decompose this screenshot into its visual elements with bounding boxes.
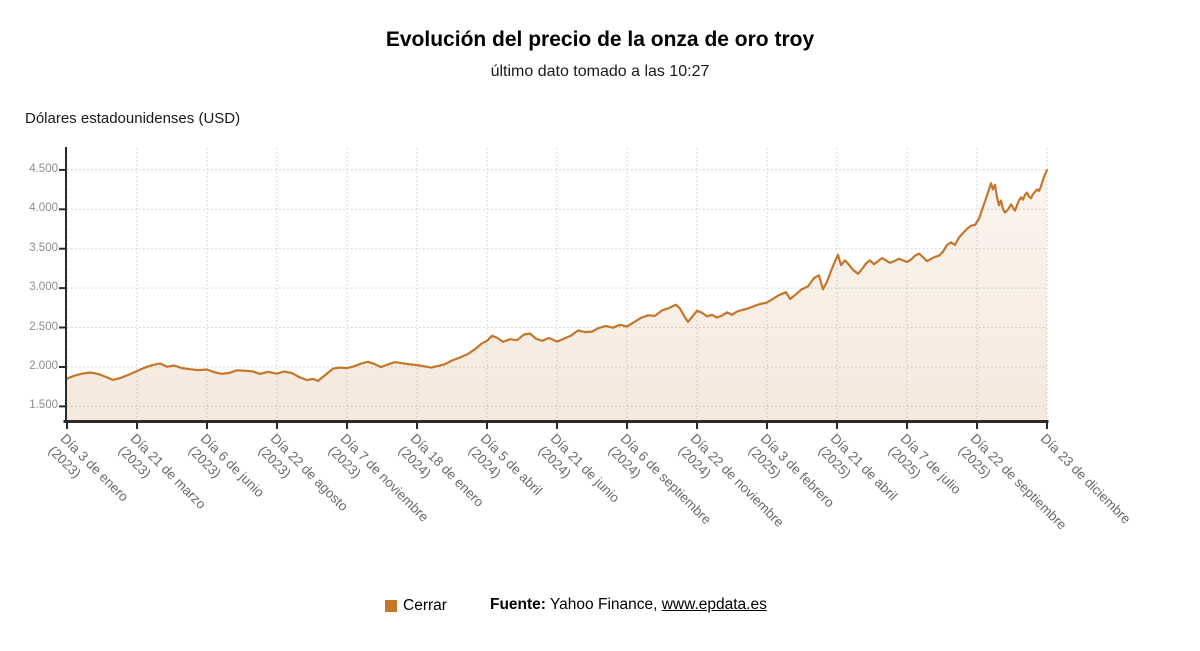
legend-label: Cerrar [403,597,447,614]
y-tick-label: 2.000 [29,359,58,372]
source-label: Fuente: [490,596,546,613]
y-tick-label: 2.500 [29,320,58,333]
y-tick-label: 3.000 [29,281,58,294]
y-tick-label: 3.500 [29,241,58,254]
y-tick-label: 4.500 [29,162,58,175]
chart-subtitle: último dato tomado a las 10:27 [490,63,710,80]
legend-swatch-icon [385,600,397,612]
y-axis-title: Dólares estadounidenses (USD) [25,110,241,127]
y-tick-label: 1.500 [29,399,58,412]
chart-header: Evolución del precio de la onza de oro t… [0,0,1200,81]
epdata-link[interactable]: www.epdata.es [661,596,767,613]
chart-title: Evolución del precio de la onza de oro t… [385,28,815,51]
source-footer: Fuente: Yahoo Finance, www.epdata.es [490,596,767,614]
source-text: Yahoo Finance, [545,596,662,613]
y-tick-label: 4.000 [29,202,58,215]
legend-item-cerrar[interactable]: Cerrar [385,597,447,615]
